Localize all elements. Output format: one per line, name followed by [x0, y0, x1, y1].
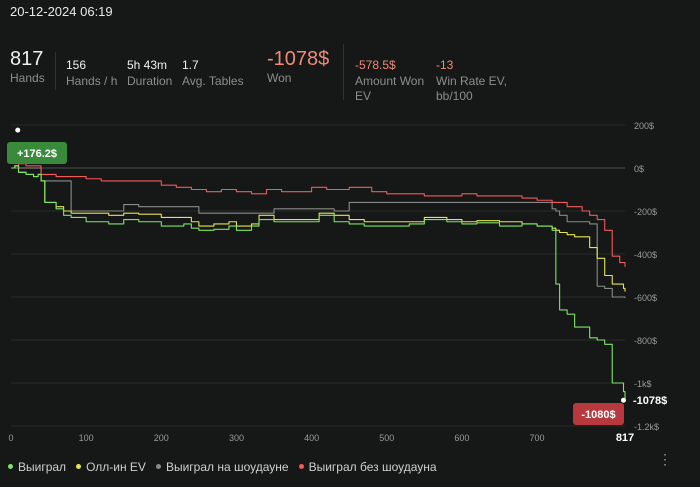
x-tick-label: 500: [379, 433, 394, 443]
max-point-marker: [15, 127, 21, 133]
max-badge-label: +176.2$: [17, 148, 57, 160]
legend-label: Олл-ин EV: [86, 460, 146, 474]
stat-duration-label: Duration: [127, 74, 173, 88]
stat-avg-tables-value: 1.7: [182, 58, 199, 72]
stat-duration-value: 5h 43m: [127, 58, 168, 72]
series-line-0: [11, 165, 626, 400]
stats-divider: [343, 44, 344, 100]
end-value-label: -1078$: [633, 395, 667, 407]
stat-win-rate-ev-label: Win Rate EV, bb/100: [436, 74, 507, 104]
x-tick-label: 600: [454, 433, 469, 443]
min-badge: [573, 403, 624, 425]
y-tick-label: 200$: [634, 121, 654, 131]
legend-dot-icon: [76, 464, 82, 470]
end-point-marker: [620, 397, 626, 403]
legend-label: Выиграл на шоудауне: [165, 460, 289, 474]
stat-hands-label: Hands: [10, 71, 45, 85]
stat-hands-per-hour-label: Hands / h: [66, 74, 118, 88]
min-badge-label: -1080$: [581, 409, 615, 421]
stat-win-rate-ev-value: -13: [436, 58, 454, 72]
y-tick-label: -1k$: [634, 379, 652, 389]
stat-amount-won-ev: -578.5$ Amount Won EV: [355, 58, 424, 104]
stat-hands-value: 817: [10, 48, 44, 70]
legend-dot-icon: [155, 464, 161, 470]
stat-amount-won-ev-label-line1: Amount Won: [355, 74, 425, 88]
session-datetime: 20-12-2024 06:19: [10, 4, 113, 19]
legend-item[interactable]: Олл-ин EV: [76, 460, 146, 474]
legend-label: Выиграл: [18, 460, 67, 474]
bankroll-chart[interactable]: 200$ 0$ -200$ -400$ -600$ -800$ -1k$ -1.2k$ 0 100…: [0, 120, 700, 450]
chart-legend: Выиграл Олл-ин EV Выиграл на шоудауне Выигр…: [8, 460, 447, 474]
stat-amount-won-ev-label-line2: EV: [355, 89, 372, 103]
x-tick-label: 400: [304, 433, 319, 443]
legend-dot-icon: [298, 464, 304, 470]
x-tick-label: 100: [79, 433, 94, 443]
x-end-label: 817: [616, 432, 634, 444]
y-tick-label: -600$: [634, 293, 657, 303]
legend-dot-icon: [8, 464, 13, 470]
stat-avg-tables: 1.7 Avg. Tables: [182, 58, 244, 89]
x-tick-label: 200: [154, 433, 169, 443]
stat-win-rate-ev: -13 Win Rate EV, bb/100: [436, 58, 507, 104]
stats-divider: [55, 52, 56, 90]
stat-avg-tables-label: Avg. Tables: [182, 74, 244, 88]
stat-won-label: Won: [267, 71, 292, 85]
legend-item[interactable]: Выиграл без шоудауна: [298, 460, 437, 474]
y-tick-label: -800$: [634, 336, 657, 346]
legend-item[interactable]: Выиграл: [8, 460, 66, 474]
stat-won: -1078$ Won: [267, 48, 329, 86]
stat-amount-won-ev-label: Amount Won EV: [355, 74, 424, 104]
series-line-3: [11, 163, 626, 267]
y-tick-label: -1.2k$: [634, 422, 659, 432]
x-tick-label: 700: [530, 433, 545, 443]
legend-label: Выиграл без шоудауна: [308, 460, 437, 474]
stats-bar: 817 Hands 156 Hands / h 5h 43m Duration …: [0, 44, 700, 108]
series-line-1: [11, 165, 626, 292]
stat-hands: 817 Hands: [10, 48, 45, 86]
more-vert-icon[interactable]: ⋮: [658, 451, 672, 467]
x-tick-label: 300: [229, 433, 244, 443]
series-line-2: [11, 167, 626, 299]
stat-hands-per-hour-value: 156: [66, 58, 87, 72]
max-badge: [7, 142, 67, 164]
y-tick-label: -200$: [634, 207, 657, 217]
y-tick-label: -400$: [634, 250, 657, 260]
stat-win-rate-ev-label-line1: Win Rate EV,: [436, 74, 507, 88]
stat-won-value: -1078$: [267, 48, 330, 70]
legend-item[interactable]: Выиграл на шоудауне: [155, 460, 289, 474]
stat-hands-per-hour: 156 Hands / h: [66, 58, 117, 89]
y-tick-label: 0$: [634, 164, 644, 174]
stat-win-rate-ev-label-line2: bb/100: [436, 89, 473, 103]
stat-duration: 5h 43m Duration: [127, 58, 172, 89]
stat-amount-won-ev-value: -578.5$: [355, 58, 396, 72]
x-tick-label: 0: [8, 433, 13, 443]
